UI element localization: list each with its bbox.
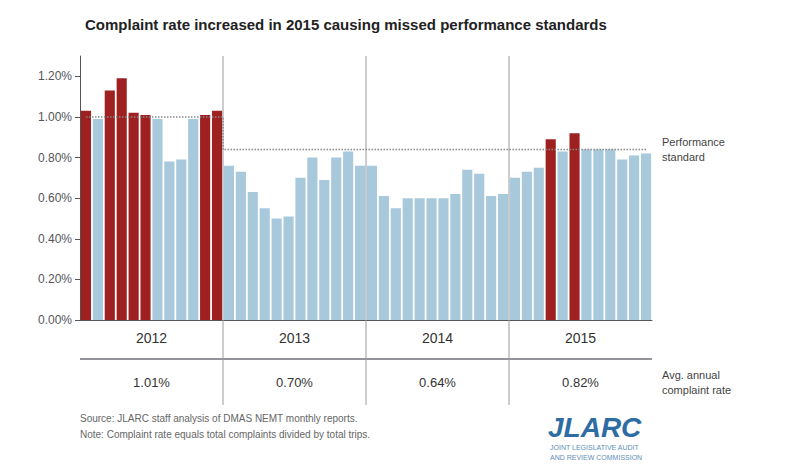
svg-text:JOINT LEGISLATIVE AUDIT: JOINT LEGISLATIVE AUDIT bbox=[550, 444, 640, 451]
svg-text:0.70%: 0.70% bbox=[276, 375, 313, 390]
svg-text:JLARC: JLARC bbox=[548, 412, 642, 443]
svg-text:2015: 2015 bbox=[565, 330, 596, 346]
svg-text:1.00%: 1.00% bbox=[38, 110, 72, 124]
svg-text:0.64%: 0.64% bbox=[419, 375, 456, 390]
svg-text:AND REVIEW COMMISSION: AND REVIEW COMMISSION bbox=[550, 454, 642, 461]
svg-text:0.20%: 0.20% bbox=[38, 272, 72, 286]
svg-text:0.00%: 0.00% bbox=[38, 313, 72, 327]
svg-text:Source: JLARC staff analysis o: Source: JLARC staff analysis of DMAS NEM… bbox=[80, 413, 358, 424]
svg-text:2014: 2014 bbox=[422, 330, 453, 346]
svg-text:0.60%: 0.60% bbox=[38, 191, 72, 205]
svg-text:1.01%: 1.01% bbox=[133, 375, 170, 390]
svg-text:1.20%: 1.20% bbox=[38, 69, 72, 83]
svg-text:0.80%: 0.80% bbox=[38, 151, 72, 165]
svg-text:0.40%: 0.40% bbox=[38, 232, 72, 246]
svg-text:2013: 2013 bbox=[279, 330, 310, 346]
svg-text:0.82%: 0.82% bbox=[562, 375, 599, 390]
svg-text:standard: standard bbox=[662, 151, 705, 163]
svg-text:Avg. annual: Avg. annual bbox=[662, 369, 720, 381]
svg-text:2012: 2012 bbox=[136, 330, 167, 346]
svg-text:Performance: Performance bbox=[662, 136, 725, 148]
svg-text:Complaint rate increased in 20: Complaint rate increased in 2015 causing… bbox=[85, 16, 607, 33]
svg-text:complaint rate: complaint rate bbox=[662, 384, 731, 396]
svg-text:Note: Complaint rate equals to: Note: Complaint rate equals total compla… bbox=[80, 429, 370, 440]
